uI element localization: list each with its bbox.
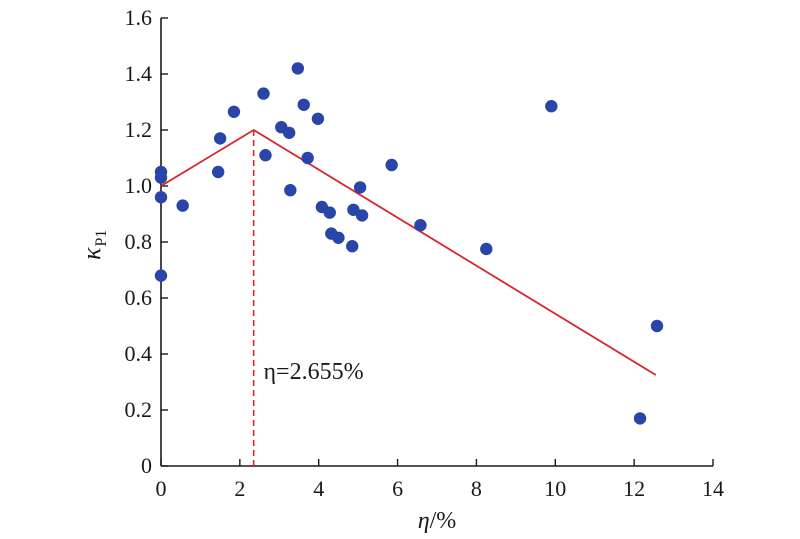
data-point [385,158,398,172]
data-point [227,105,241,119]
data-point [633,412,647,425]
x-axis-unit: /% [430,508,457,534]
y-tick-label: 1.4 [125,61,153,86]
data-point [154,171,168,184]
x-tick-label: 0 [156,476,167,501]
y-tick-label: 0.4 [125,341,153,366]
y-axis-symbol: κ [77,247,106,260]
data-point [414,219,427,232]
x-axis-symbol: η [418,508,430,534]
data-point [259,149,272,162]
data-points [154,62,664,425]
x-tick-label: 10 [544,476,566,501]
y-tick-label: 1.2 [125,117,153,142]
x-tick-label: 8 [471,476,482,501]
data-point [480,242,493,256]
data-point [332,231,345,244]
data-point [291,62,305,75]
x-tick-label: 14 [702,476,724,501]
data-point [355,209,369,222]
y-tick-label: 0.2 [125,397,153,422]
data-point [323,206,336,219]
x-tick-label: 2 [234,476,245,501]
fit-line-layer [160,128,657,376]
data-point [284,184,297,197]
data-point [176,199,189,212]
data-point [211,165,225,179]
data-point [297,98,310,112]
data-point [346,240,359,253]
x-axis-label: η/% [418,508,457,534]
y-tick-label: 1.6 [125,5,153,30]
x-tick-label: 4 [313,476,324,501]
y-tick-label: 0.8 [125,229,153,254]
x-tick-label: 6 [392,476,403,501]
data-point [154,191,168,204]
data-point [311,112,325,126]
y-axis-subscript: P1 [93,230,110,247]
y-tick-label: 0.6 [125,285,153,310]
data-point [650,319,664,333]
axes: 0 2 4 6 8 10 12 14 0 0.2 0.4 0.6 0.8 1.0 1.2 1.4 1.6 [125,5,725,501]
x-tick-label: 12 [623,476,645,501]
y-axis-label: κP1 [77,230,110,260]
data-point [257,87,270,100]
data-point [301,151,314,165]
data-point [154,269,168,282]
fit-line [160,128,657,376]
y-tick-label: 0 [141,453,152,478]
data-point [213,132,227,145]
data-point [353,181,367,194]
threshold-annotation: η=2.655% [264,359,364,385]
y-tick-label: 1.0 [125,173,153,198]
data-point [545,100,558,113]
data-point [282,126,296,139]
